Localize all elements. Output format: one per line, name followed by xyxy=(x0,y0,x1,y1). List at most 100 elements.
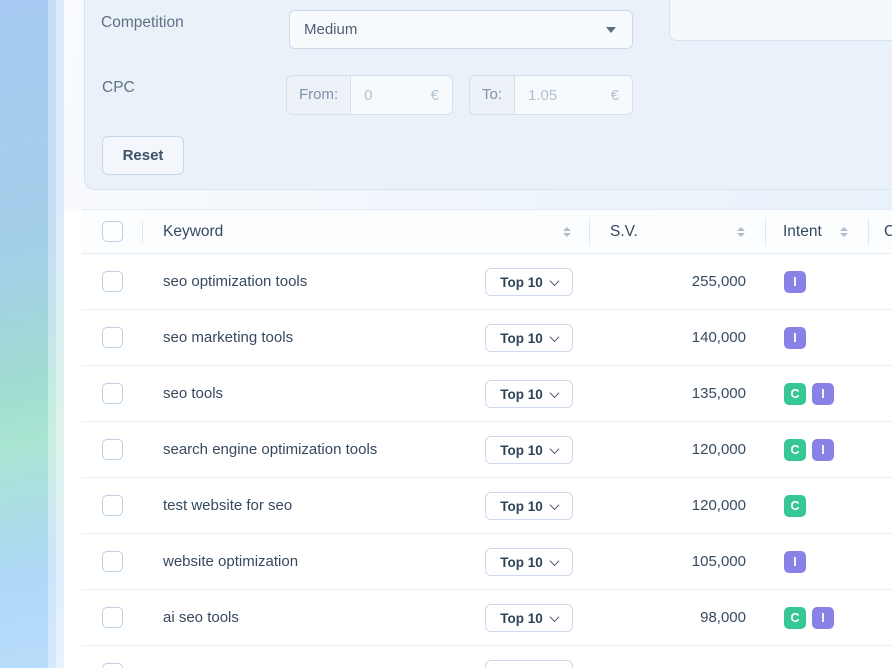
reset-button[interactable]: Reset xyxy=(102,136,184,175)
cpc-from-label: From: xyxy=(299,86,339,103)
position-dropdown-button[interactable]: Top 10 xyxy=(485,268,573,296)
column-header-sv[interactable]: S.V. xyxy=(610,223,638,240)
keyword-cell: website optimization xyxy=(163,553,299,570)
sidebar-gradient-strip xyxy=(0,0,48,668)
table-row-partial xyxy=(82,646,892,668)
keyword-cell: seo marketing tools xyxy=(163,329,294,346)
table-row: ai seo tools Top 10 98,000 C I xyxy=(82,590,892,646)
table-row: seo marketing tools Top 10 140,000 I xyxy=(82,310,892,366)
cpc-to-input[interactable]: 1.05 € xyxy=(514,76,632,114)
position-dropdown-label: Top 10 xyxy=(500,386,543,402)
cpc-to-label: To: xyxy=(482,86,503,103)
intent-badge: I xyxy=(784,327,806,349)
header-divider xyxy=(142,222,143,242)
column-header-keyword[interactable]: Keyword xyxy=(163,223,224,240)
position-dropdown-button[interactable] xyxy=(485,660,573,668)
position-dropdown-label: Top 10 xyxy=(500,554,543,570)
row-checkbox[interactable] xyxy=(102,663,123,668)
keyword-cell: seo optimization tools xyxy=(163,273,308,290)
row-checkbox[interactable] xyxy=(102,495,123,516)
sidebar-gradient-strip-light xyxy=(48,0,56,668)
intent-badges: I xyxy=(784,551,806,573)
cpc-to-value: 1.05 xyxy=(528,86,558,104)
intent-badge: I xyxy=(812,607,834,629)
position-dropdown-button[interactable]: Top 10 xyxy=(485,492,573,520)
intent-badges: I xyxy=(784,327,806,349)
secondary-panel xyxy=(669,0,892,41)
chevron-down-icon xyxy=(549,387,560,398)
search-volume-cell: 105,000 xyxy=(691,553,746,570)
competition-select[interactable]: Medium xyxy=(289,10,633,49)
column-header-cpc[interactable]: CPC xyxy=(884,223,892,240)
chevron-down-icon xyxy=(549,275,560,286)
cpc-from-group: From: 0 € xyxy=(286,75,453,115)
row-checkbox[interactable] xyxy=(102,383,123,404)
intent-badge: I xyxy=(812,383,834,405)
position-dropdown-label: Top 10 xyxy=(500,498,543,514)
table-header: Keyword S.V. Intent CPC xyxy=(82,210,892,254)
table-row: test website for seo Top 10 120,000 C xyxy=(82,478,892,534)
position-dropdown-button[interactable]: Top 10 xyxy=(485,380,573,408)
position-dropdown-label: Top 10 xyxy=(500,610,543,626)
table-row: seo tools Top 10 135,000 C I xyxy=(82,366,892,422)
competition-selected-value: Medium xyxy=(304,21,358,38)
cpc-to-group: To: 1.05 € xyxy=(469,75,633,115)
search-volume-cell: 140,000 xyxy=(691,329,746,346)
keyword-cell: ai seo tools xyxy=(163,609,239,626)
keywords-table: Keyword S.V. Intent CPC seo optimization… xyxy=(82,209,892,668)
keyword-cell: search engine optimization tools xyxy=(163,441,378,458)
position-dropdown-button[interactable]: Top 10 xyxy=(485,604,573,632)
position-dropdown-label: Top 10 xyxy=(500,274,543,290)
header-divider xyxy=(868,218,869,246)
intent-badge: C xyxy=(784,383,806,405)
filter-zone: Competition Medium CPC From: 0 € To: 1.0… xyxy=(64,0,892,209)
intent-badge: C xyxy=(784,495,806,517)
search-volume-cell: 135,000 xyxy=(691,385,746,402)
search-volume-cell: 120,000 xyxy=(691,441,746,458)
position-dropdown-button[interactable]: Top 10 xyxy=(485,324,573,352)
column-header-intent[interactable]: Intent xyxy=(783,223,822,240)
intent-badge: C xyxy=(784,439,806,461)
chevron-down-icon xyxy=(549,499,560,510)
sort-icon[interactable] xyxy=(839,227,848,237)
select-all-checkbox[interactable] xyxy=(102,221,123,242)
search-volume-cell: 98,000 xyxy=(700,609,746,626)
position-dropdown-label: Top 10 xyxy=(500,442,543,458)
chevron-down-icon xyxy=(549,611,560,622)
position-dropdown-button[interactable]: Top 10 xyxy=(485,548,573,576)
intent-badges: I xyxy=(784,271,806,293)
keywords-table-zone: Keyword S.V. Intent CPC seo optimization… xyxy=(64,209,892,668)
chevron-down-icon xyxy=(549,555,560,566)
intent-badge: I xyxy=(784,551,806,573)
row-checkbox[interactable] xyxy=(102,551,123,572)
row-checkbox[interactable] xyxy=(102,271,123,292)
intent-badge: C xyxy=(784,607,806,629)
row-checkbox[interactable] xyxy=(102,327,123,348)
sort-icon[interactable] xyxy=(562,227,571,237)
euro-currency-symbol: € xyxy=(430,86,439,104)
header-divider xyxy=(589,218,590,246)
row-checkbox[interactable] xyxy=(102,607,123,628)
position-dropdown-button[interactable]: Top 10 xyxy=(485,436,573,464)
intent-badge: I xyxy=(812,439,834,461)
sort-icon[interactable] xyxy=(736,227,745,237)
cpc-from-value: 0 xyxy=(364,86,373,104)
table-row: seo optimization tools Top 10 255,000 I xyxy=(82,254,892,310)
chevron-down-icon xyxy=(549,443,560,454)
intent-badge: I xyxy=(784,271,806,293)
search-volume-cell: 255,000 xyxy=(691,273,746,290)
keyword-cell: test website for seo xyxy=(163,497,293,514)
cpc-from-input[interactable]: 0 € xyxy=(350,76,452,114)
table-row: website optimization Top 10 105,000 I xyxy=(82,534,892,590)
cpc-label: CPC xyxy=(102,79,135,96)
chevron-down-icon xyxy=(549,331,560,342)
search-volume-cell: 120,000 xyxy=(691,497,746,514)
row-checkbox[interactable] xyxy=(102,439,123,460)
sidebar-gradient-strip-lighter xyxy=(56,0,64,668)
intent-badges: C xyxy=(784,495,806,517)
position-dropdown-label: Top 10 xyxy=(500,330,543,346)
